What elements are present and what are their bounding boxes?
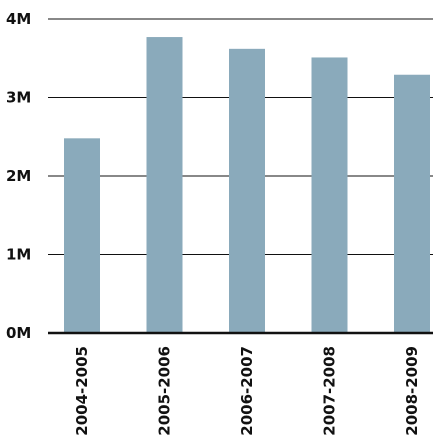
x-tick-label: 2004-2005	[73, 346, 91, 436]
bar-2005-2006	[146, 37, 183, 334]
x-tick-labels: 2004-2005 2005-2006 2006-2007 2007-2008 2008…	[73, 346, 421, 436]
y-tick-label: 3M	[6, 89, 31, 107]
x-tick-label: 2006-2007	[238, 346, 256, 436]
x-tick-label: 2005-2006	[156, 346, 174, 436]
y-tick-label: 2M	[6, 167, 31, 185]
y-tick-labels: 0M 1M 2M 3M 4M	[6, 10, 31, 342]
y-tick-label: 4M	[6, 10, 31, 28]
x-tick-label: 2008-2009	[403, 346, 421, 436]
bar-2007-2008	[311, 57, 348, 334]
bar-2004-2005	[64, 138, 100, 333]
x-tick-label: 2007-2008	[321, 346, 339, 436]
y-tick-label: 1M	[6, 246, 31, 264]
y-tick-label: 0M	[6, 324, 31, 342]
bars	[64, 37, 430, 334]
bar-2006-2007	[229, 48, 265, 334]
bar-2008-2009	[394, 74, 430, 334]
